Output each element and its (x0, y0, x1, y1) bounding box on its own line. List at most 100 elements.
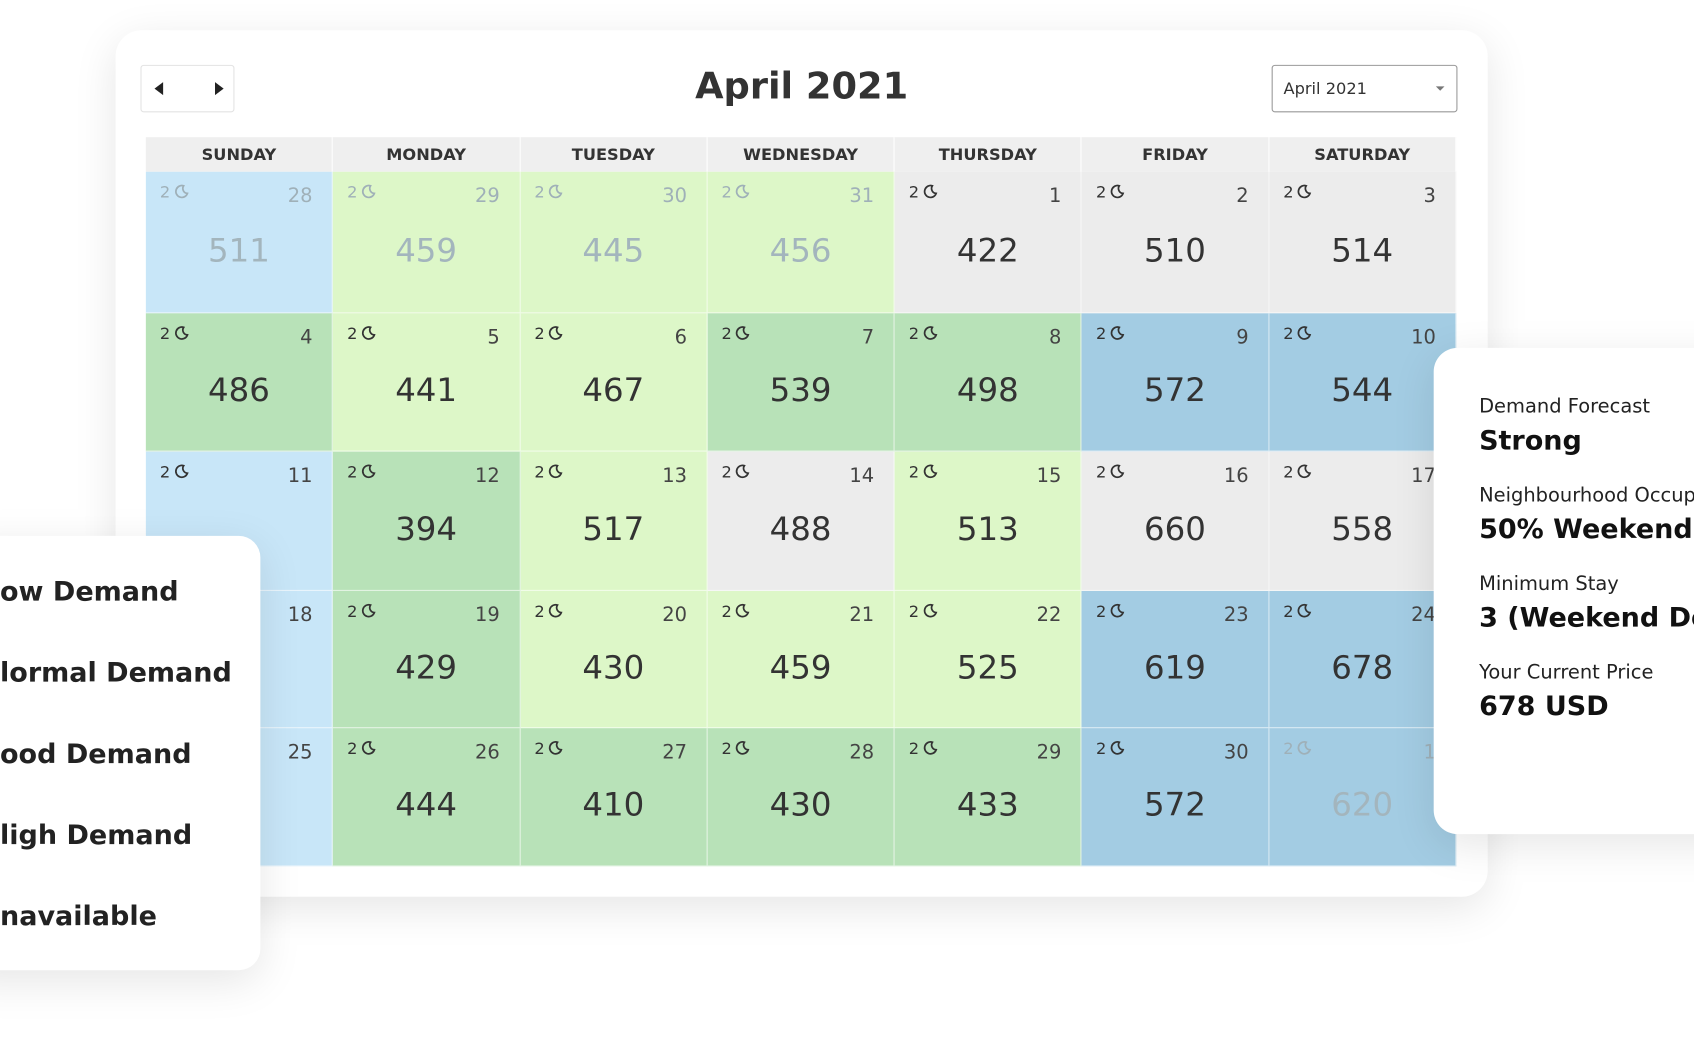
nights: 2 (722, 183, 751, 202)
moon-icon (1110, 741, 1125, 755)
nights: 2 (1283, 183, 1312, 202)
day-cell[interactable]: 2 15 513 (894, 451, 1082, 591)
moon-icon (1110, 603, 1125, 618)
day-cell[interactable]: 2 1 620 (1269, 728, 1457, 867)
price: 459 (769, 648, 832, 687)
day-cell[interactable]: 2 7 539 (707, 313, 895, 452)
moon-icon (1297, 741, 1312, 755)
nights-count: 2 (159, 324, 171, 344)
moon-icon (549, 464, 563, 479)
day-number: 30 (1223, 741, 1249, 764)
day-number: 18 (287, 603, 313, 627)
nights-count: 2 (908, 324, 920, 344)
moon-icon (1297, 184, 1312, 199)
nights-count: 2 (721, 462, 732, 482)
day-cell[interactable]: 2 19 429 (333, 590, 521, 729)
price: 619 (1144, 648, 1206, 687)
day-cell[interactable]: 2 21 459 (707, 590, 895, 729)
detail-value: Strong (1479, 424, 1582, 456)
detail-value: 678 USD (1479, 690, 1609, 722)
detail-value: 3 (Weekend Def (1479, 601, 1694, 634)
day-number: 15 (1036, 464, 1062, 488)
day-cell[interactable]: 2 16 660 (1081, 451, 1270, 591)
day-cell[interactable]: 2 2 510 (1081, 171, 1270, 314)
prev-button[interactable] (150, 79, 169, 98)
nights: 2 (534, 183, 563, 202)
detail-label: Your Current Price (1479, 661, 1654, 684)
day-cell[interactable]: 2 28 511 (145, 171, 334, 314)
legend-item: ood Demand (0, 737, 192, 770)
nights: 2 (534, 739, 563, 758)
day-number: 28 (287, 184, 313, 208)
day-cell[interactable]: 2 12 394 (333, 451, 521, 591)
day-number: 27 (662, 741, 687, 764)
day-cell[interactable]: 2 26 444 (333, 728, 521, 867)
nights-count: 2 (347, 738, 358, 759)
day-cell[interactable]: 2 29 459 (333, 171, 521, 314)
day-number: 16 (1223, 464, 1249, 488)
weekday-header: TUESDAY (520, 137, 708, 172)
day-cell[interactable]: 2 4 486 (145, 313, 334, 452)
price: 430 (582, 648, 645, 687)
day-cell[interactable]: 2 13 517 (520, 451, 708, 591)
nights: 2 (722, 324, 751, 344)
dropdown-arrow (1435, 86, 1445, 91)
day-cell[interactable]: 2 29 433 (894, 728, 1082, 867)
price: 422 (956, 232, 1019, 271)
day-cell[interactable]: 2 28 430 (707, 728, 895, 867)
moon-icon (361, 326, 376, 340)
nights: 2 (722, 602, 751, 621)
day-cell[interactable]: 2 9 572 (1081, 313, 1270, 452)
nights-count: 2 (1095, 601, 1107, 622)
day-cell[interactable]: 2 5 441 (333, 313, 521, 452)
nights-count: 2 (347, 182, 358, 203)
price: 433 (956, 786, 1019, 825)
moon-icon (361, 603, 376, 618)
nights-count: 2 (1283, 462, 1294, 482)
day-cell[interactable]: 2 30 572 (1081, 728, 1270, 867)
day-number: 25 (287, 741, 313, 764)
nights-count: 2 (908, 462, 920, 482)
price: 486 (207, 371, 270, 410)
day-cell[interactable]: 2 10 544 (1269, 313, 1457, 452)
month-select-text: April 2021 (1283, 78, 1367, 99)
next-button[interactable] (209, 79, 228, 98)
weekday-header: WEDNESDAY (707, 137, 895, 172)
nights-count: 2 (159, 182, 171, 203)
nights: 2 (722, 739, 751, 758)
day-number: 26 (475, 741, 500, 764)
nights-count: 2 (534, 324, 545, 344)
day-cell[interactable]: 2 31 456 (707, 171, 895, 314)
nights-count: 2 (347, 462, 358, 482)
day-cell[interactable]: 2 20 430 (520, 590, 708, 729)
price: 572 (1144, 786, 1206, 825)
day-cell[interactable]: 2 23 619 (1081, 590, 1270, 729)
day-cell[interactable]: 2 14 488 (707, 451, 895, 591)
nights: 2 (347, 462, 376, 482)
moon-icon (1110, 184, 1125, 199)
nights: 2 (1283, 602, 1312, 621)
month-select[interactable]: April 2021 (1271, 64, 1458, 113)
day-cell[interactable]: 2 22 525 (894, 590, 1082, 729)
moon-icon (549, 603, 563, 618)
day-cell[interactable]: 2 27 410 (520, 728, 708, 867)
day-cell[interactable]: 2 6 467 (520, 313, 708, 452)
moon-icon (549, 741, 563, 755)
nights-count: 2 (721, 738, 732, 759)
day-cell[interactable]: 2 8 498 (894, 313, 1082, 452)
nights-count: 2 (1283, 324, 1294, 344)
nights: 2 (347, 324, 376, 344)
price: 459 (395, 232, 458, 271)
day-cell[interactable]: 2 3 514 (1269, 171, 1457, 314)
weekday-header: SUNDAY (145, 137, 334, 172)
price: 467 (582, 371, 645, 410)
day-cell[interactable]: 2 17 558 (1269, 451, 1457, 591)
nights: 2 (1096, 462, 1125, 482)
day-cell[interactable]: 2 30 445 (520, 171, 708, 314)
day-cell[interactable]: 2 1 422 (894, 171, 1082, 314)
day-cell[interactable]: 2 24 678 (1269, 590, 1457, 729)
weekday-header: MONDAY (333, 137, 521, 172)
nights-count: 2 (534, 462, 545, 482)
